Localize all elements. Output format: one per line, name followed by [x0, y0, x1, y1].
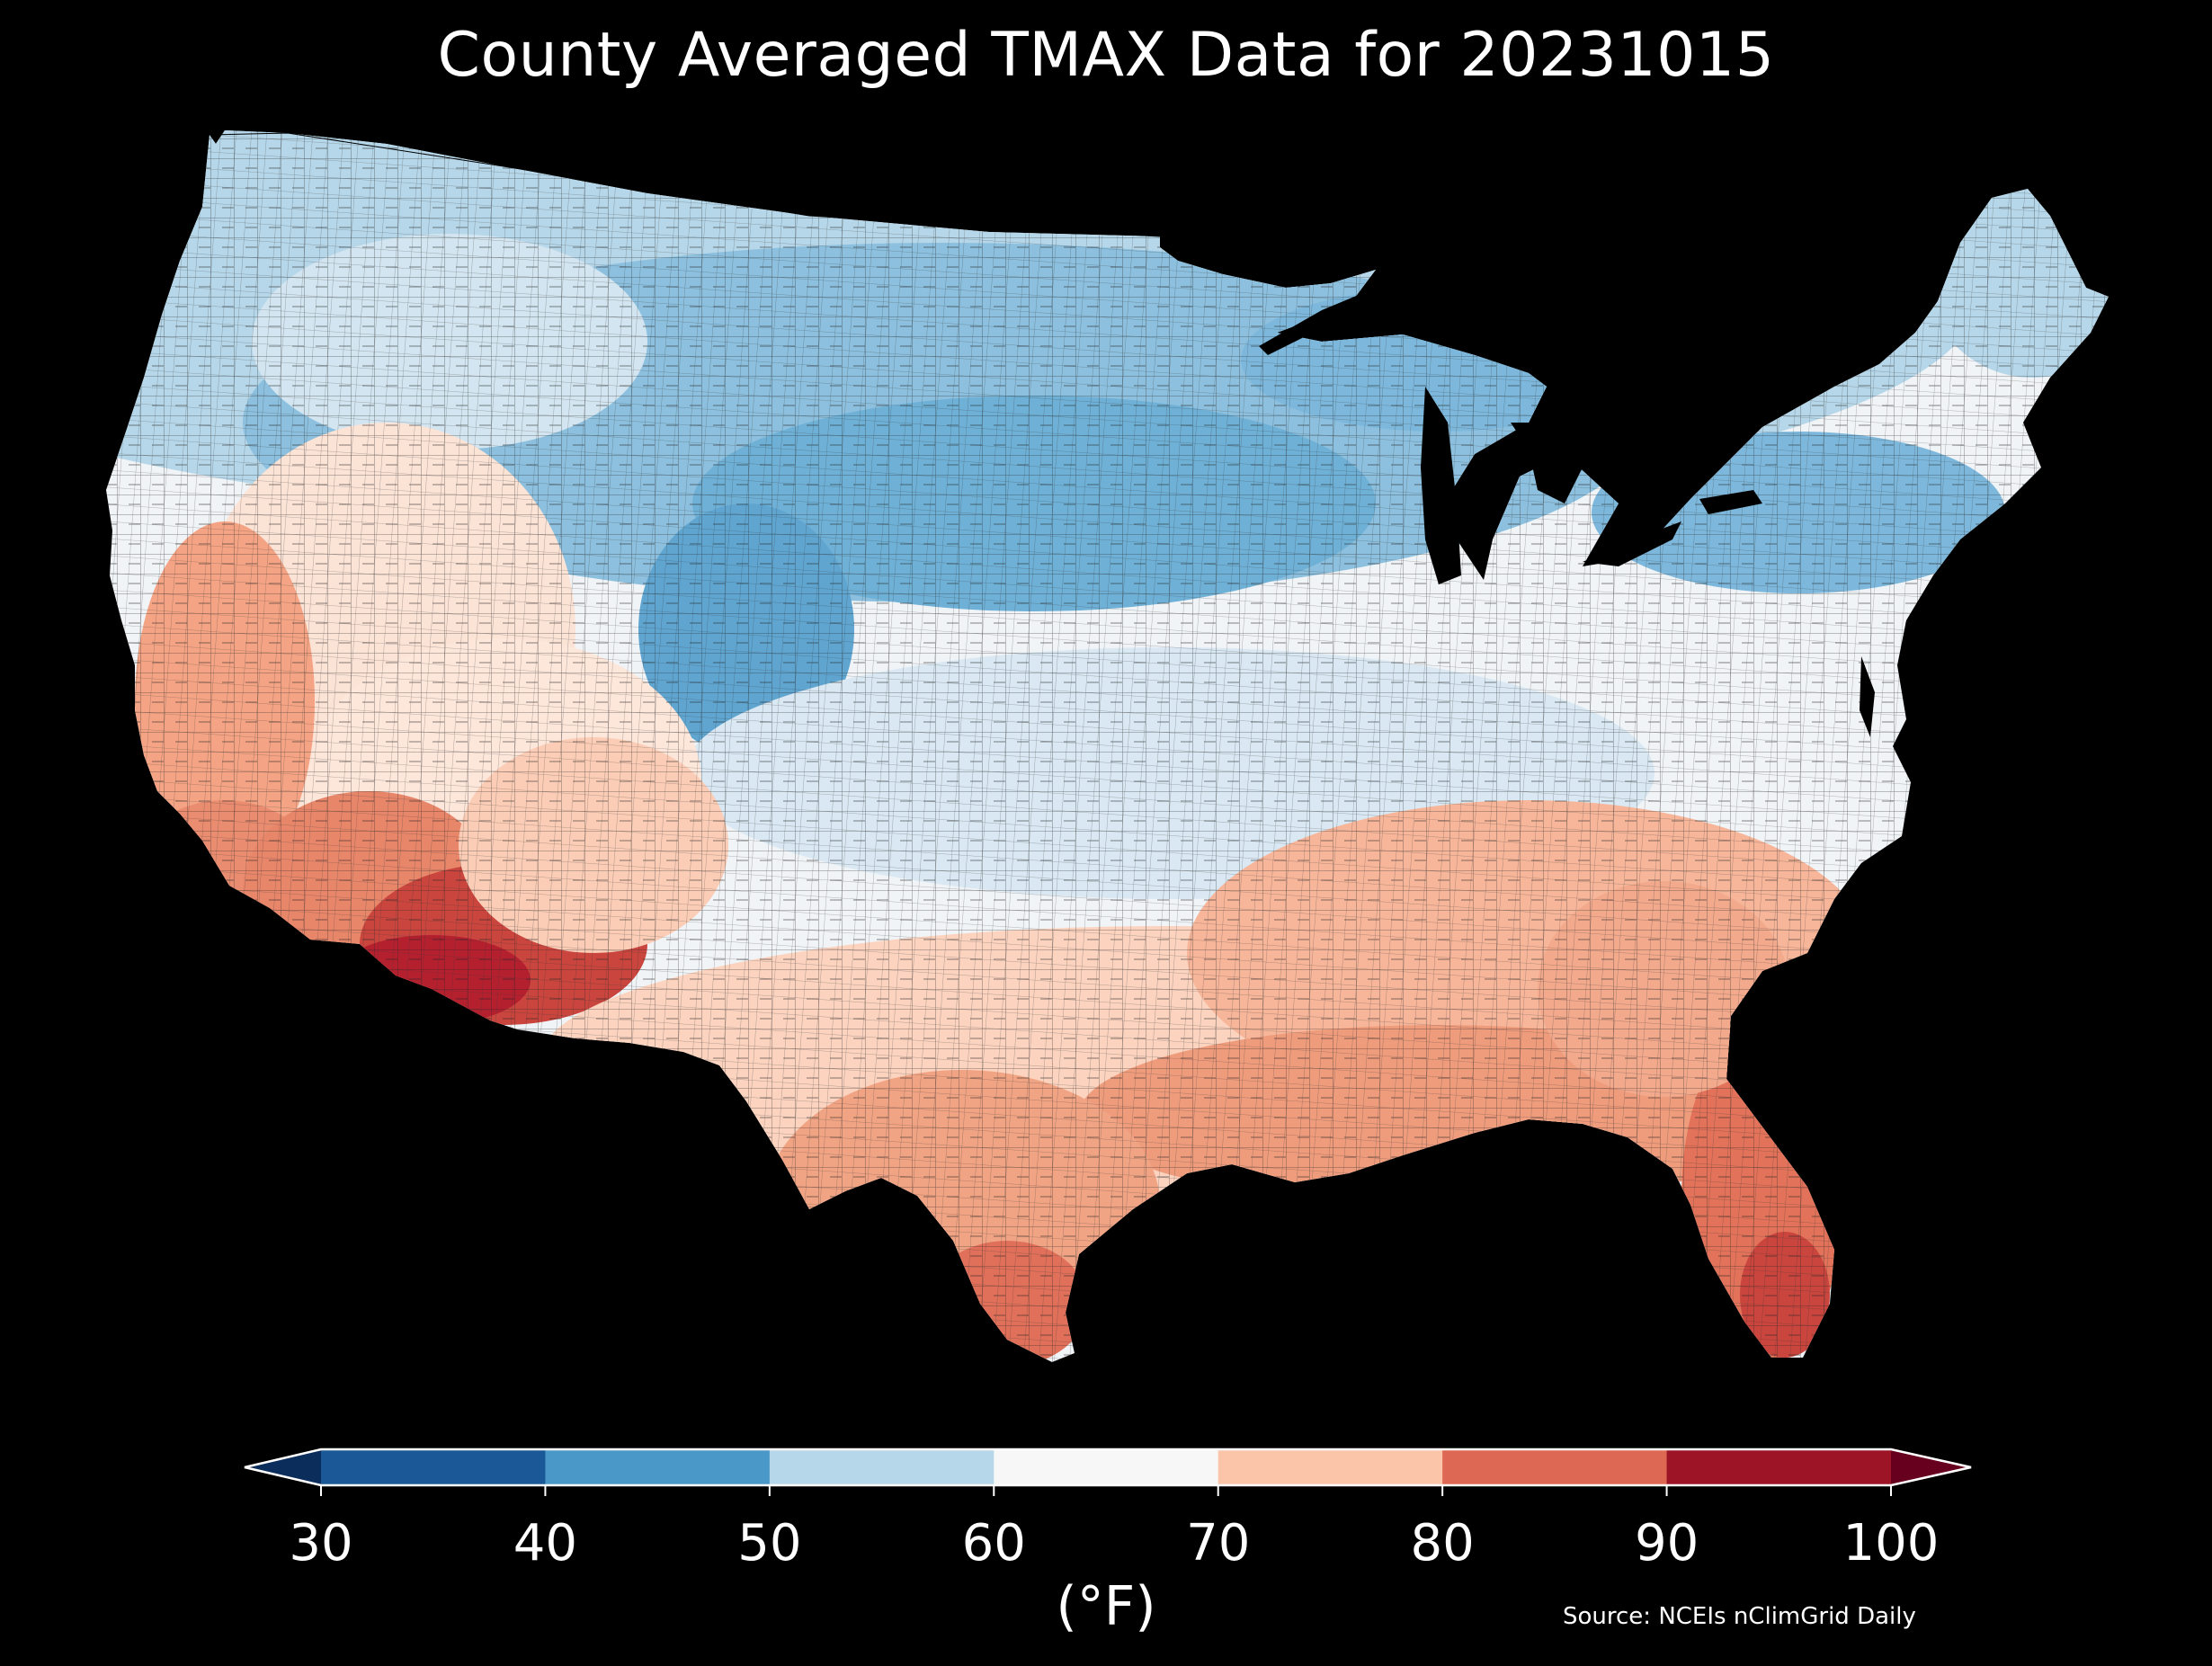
- lake-ontario: [1699, 490, 1762, 514]
- colorbar-tick-label: 60: [962, 1514, 1026, 1572]
- colorbar-segment: [1442, 1449, 1668, 1485]
- colorbar-tick-label: 50: [737, 1514, 801, 1572]
- colorbar-tick-label: 100: [1843, 1514, 1940, 1572]
- lake-huron: [1511, 423, 1583, 503]
- chesapeake-bay: [1860, 656, 1875, 737]
- colorbar-segment: [321, 1449, 546, 1485]
- colorbar-units-label: (°F): [1056, 1575, 1156, 1638]
- colorbar-segment: [994, 1449, 1219, 1485]
- colorbar-segment: [545, 1449, 771, 1485]
- lake-superior: [1259, 288, 1376, 355]
- colorbar-tick-label: 90: [1635, 1514, 1699, 1572]
- colorbar-tick-label: 70: [1186, 1514, 1250, 1572]
- colorbar-segment: [1666, 1449, 1892, 1485]
- colorbar-tick-label: 80: [1411, 1514, 1475, 1572]
- colorbar-tick-label: 30: [289, 1514, 352, 1572]
- lake-erie: [1583, 521, 1681, 566]
- lake-michigan: [1421, 387, 1461, 584]
- colorbar-tick-label: 40: [513, 1514, 577, 1572]
- source-credit: Source: NCEIs nClimGrid Daily: [1563, 1603, 1916, 1630]
- colorbar-under-arrow: [245, 1449, 321, 1485]
- map-title: County Averaged TMAX Data for 20231015: [437, 20, 1775, 91]
- colorbar-segment: [1217, 1449, 1443, 1485]
- colorbar-over-arrow: [1891, 1449, 1971, 1485]
- colorbar-segment: [769, 1449, 995, 1485]
- us-outline: [209, 132, 1161, 237]
